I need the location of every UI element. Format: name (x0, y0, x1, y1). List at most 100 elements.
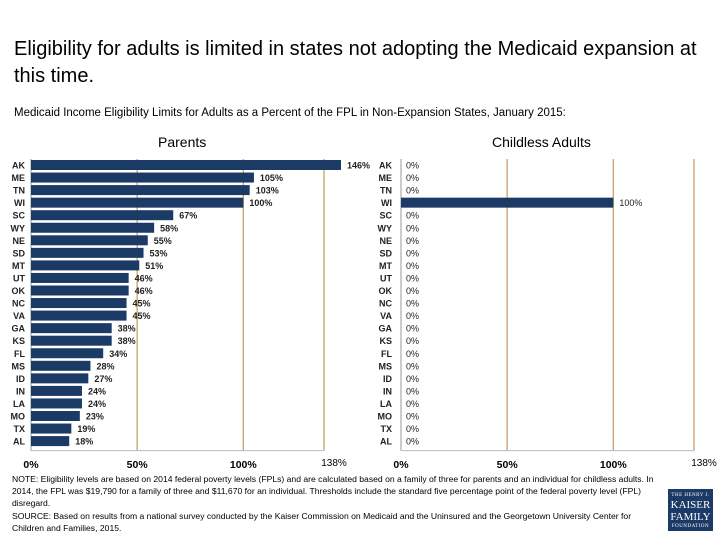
childless-data-label: 0% (406, 437, 419, 447)
childless-category-label: MO (378, 412, 393, 422)
parents-category-label: WY (11, 223, 26, 233)
parents-x-tick-label: 100% (230, 459, 258, 471)
childless-data-label: 0% (406, 424, 419, 434)
childless-category-label: TN (380, 186, 392, 196)
parents-category-label: LA (13, 399, 25, 409)
parents-bar (31, 235, 148, 246)
parents-data-label: 46% (135, 286, 153, 296)
parents-data-label: 46% (135, 273, 153, 283)
parents-bar (31, 185, 250, 196)
childless-category-label: FL (381, 349, 392, 359)
parents-data-label: 19% (77, 424, 95, 434)
childless-category-label: LA (380, 399, 392, 409)
parents-x-tick-label: 0% (23, 459, 39, 471)
childless-data-label: 0% (406, 173, 419, 183)
parents-category-label: KS (12, 336, 25, 346)
parents-data-label: 146% (347, 161, 370, 171)
childless-category-label: VA (380, 311, 392, 321)
childless-category-label: AK (379, 161, 392, 171)
parents-data-label: 105% (260, 173, 283, 183)
parents-category-label: AL (13, 437, 25, 447)
parents-bar (31, 348, 104, 359)
parents-data-label: 55% (154, 236, 172, 246)
parents-x-tick-label: 50% (127, 459, 149, 471)
childless-data-label: 0% (406, 186, 419, 196)
parents-bar (31, 260, 140, 271)
childless-category-label: SD (379, 248, 392, 258)
parents-data-label: 24% (88, 386, 106, 396)
parents-bar (31, 423, 72, 434)
parents-bar (31, 360, 91, 371)
parents-category-label: SC (12, 211, 25, 221)
logo-line: FOUNDATION (671, 524, 710, 529)
childless-category-label: SC (379, 211, 392, 221)
childless-chart-title: Childless Adults (492, 134, 591, 150)
parents-bar (31, 323, 112, 334)
parents-category-label: OK (12, 286, 26, 296)
parents-bar (31, 411, 80, 421)
parents-data-label: 51% (145, 261, 163, 271)
parents-chart-title: Parents (158, 134, 207, 150)
childless-data-label: 0% (406, 386, 419, 396)
parents-data-label: 38% (118, 336, 136, 346)
parents-bar (31, 335, 112, 346)
childless-data-label: 0% (406, 374, 419, 384)
childless-category-label: WI (381, 198, 392, 208)
parents-bar (31, 385, 82, 396)
childless-category-label: NC (379, 299, 392, 309)
childless-data-label: 100% (619, 198, 642, 208)
childless-bar (401, 197, 614, 208)
parents-bar (31, 172, 254, 183)
footnote: NOTE: Eligibility levels are based on 20… (12, 473, 662, 534)
parents-bar (31, 210, 174, 221)
parents-bar (31, 272, 129, 283)
parents-data-label: 23% (86, 412, 104, 422)
childless-category-label: MS (379, 361, 393, 371)
parents-data-label: 38% (118, 324, 136, 334)
childless-data-label: 0% (406, 248, 419, 258)
kaiser-logo: THE HENRY J. KAISER FAMILY FOUNDATION (668, 489, 713, 531)
parents-category-label: ME (12, 173, 26, 183)
childless-data-label: 0% (406, 273, 419, 283)
parents-data-label: 45% (133, 311, 151, 321)
childless-category-label: IN (383, 386, 392, 396)
childless-data-label: 0% (406, 299, 419, 309)
childless-data-label: 0% (406, 211, 419, 221)
childless-data-label: 0% (406, 412, 419, 422)
parents-data-label: 58% (160, 223, 178, 233)
childless-data-label: 0% (406, 361, 419, 371)
parents-category-label: UT (13, 273, 25, 283)
childless-x-tick-label: 50% (497, 459, 519, 471)
childless-data-label: 0% (406, 261, 419, 271)
logo-line: KAISER (670, 499, 711, 511)
childless-data-label: 0% (406, 399, 419, 409)
parents-data-label: 18% (75, 437, 93, 447)
parents-category-label: MO (11, 412, 26, 422)
parents-bar (31, 436, 70, 447)
childless-x-tick-label: 100% (600, 459, 628, 471)
parents-bar (31, 373, 89, 384)
childless-category-label: OK (379, 286, 393, 296)
childless-x-tick-label: 138% (691, 458, 717, 469)
parents-bar (31, 160, 341, 170)
parents-data-label: 24% (88, 399, 106, 409)
parents-category-label: VA (13, 311, 25, 321)
parents-data-label: 28% (96, 361, 114, 371)
parents-data-label: 100% (249, 198, 272, 208)
chart-subtitle: Medicaid Income Eligibility Limits for A… (14, 107, 566, 119)
parents-bar (31, 398, 82, 409)
childless-category-label: NE (379, 236, 392, 246)
childless-category-label: ID (383, 374, 393, 384)
parents-category-label: FL (14, 349, 25, 359)
page-title: Eligibility for adults is limited in sta… (14, 38, 697, 87)
parents-bar (31, 310, 127, 321)
parents-data-label: 67% (179, 211, 197, 221)
parents-category-label: MS (12, 361, 26, 371)
childless-x-tick-label: 0% (393, 459, 409, 471)
parents-category-label: WI (14, 198, 25, 208)
childless-data-label: 0% (406, 311, 419, 321)
childless-data-label: 0% (406, 161, 419, 171)
parents-bar (31, 298, 127, 309)
parents-category-label: TX (13, 424, 25, 434)
parents-data-label: 53% (150, 248, 168, 258)
